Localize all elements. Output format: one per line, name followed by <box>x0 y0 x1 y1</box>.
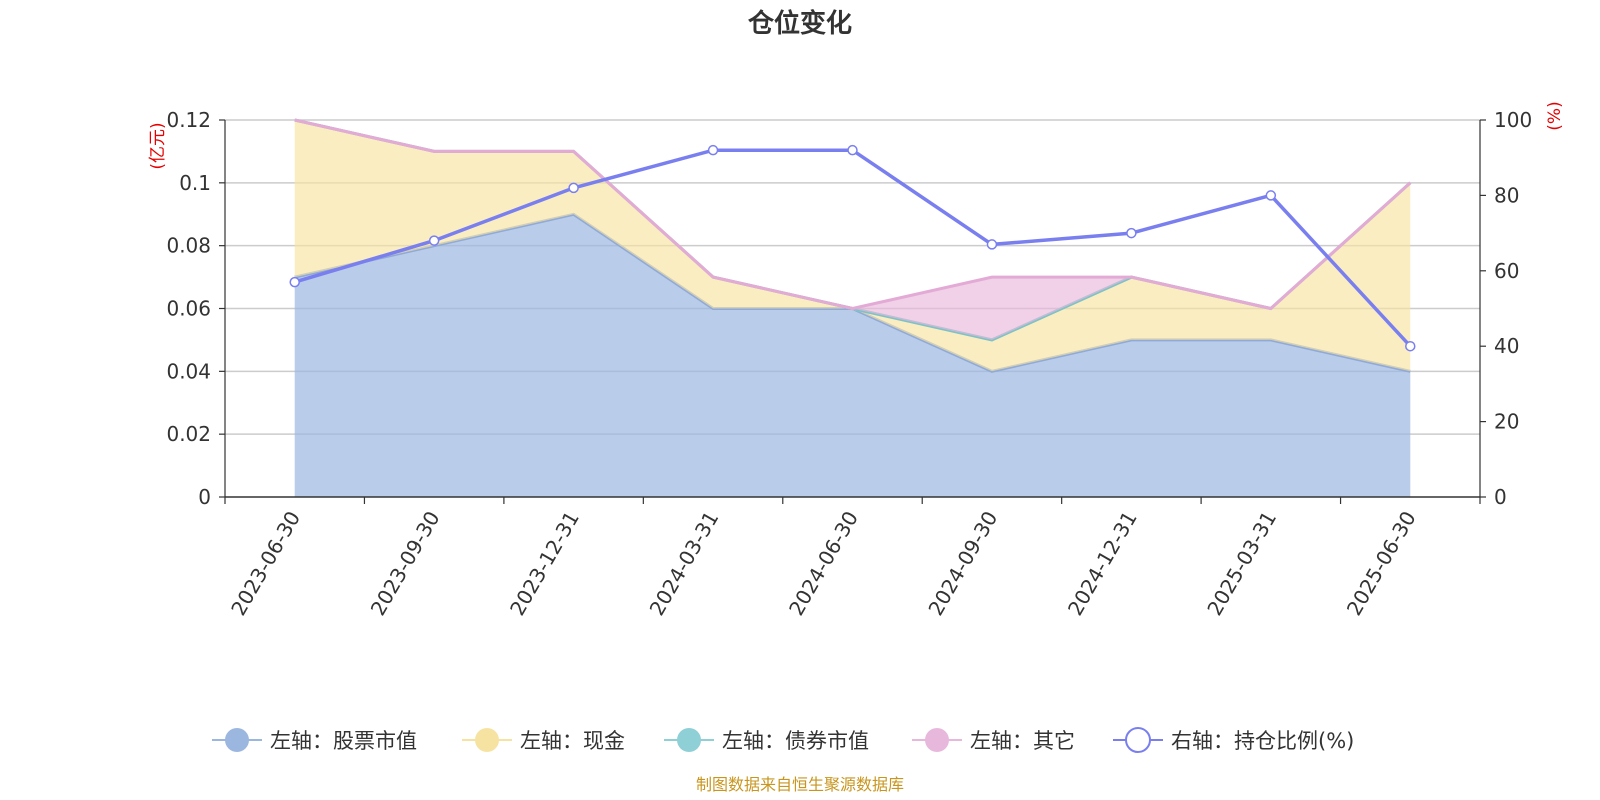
x-tick-label: 2025-03-31 <box>1202 507 1281 620</box>
left-axis-unit: (亿元) <box>148 122 168 169</box>
legend-label: 左轴：现金 <box>520 729 625 753</box>
legend-marker <box>225 728 249 752</box>
left-tick-label: 0.02 <box>166 422 211 446</box>
holding-ratio-point <box>986 239 998 250</box>
x-tick-label: 2024-03-31 <box>645 507 724 620</box>
chart-title: 仓位变化 <box>747 8 852 39</box>
legend-label: 右轴：持仓比例(%) <box>1171 729 1354 753</box>
x-tick-label: 2025-06-30 <box>1342 507 1421 620</box>
left-tick-label: 0.1 <box>179 171 211 195</box>
holding-ratio-point <box>568 182 579 194</box>
right-tick-label: 60 <box>1494 259 1519 283</box>
legend-marker <box>925 728 949 752</box>
source-note: 制图数据来自恒生聚源数据库 <box>696 775 904 794</box>
holding-ratio-point <box>707 144 719 156</box>
legend-label: 左轴：其它 <box>970 729 1075 753</box>
right-tick-label: 80 <box>1494 183 1519 207</box>
left-tick-label: 0.04 <box>166 359 211 383</box>
legend-item: 左轴：股票市值 <box>212 728 417 753</box>
legend: 左轴：股票市值 左轴：现金 左轴：债券市值 左轴：其它 右轴：持仓比例(%) <box>212 727 1354 753</box>
left-tick-label: 0 <box>198 485 211 509</box>
area-series <box>294 118 1412 498</box>
holding-ratio-point <box>428 235 440 246</box>
legend-label: 左轴：股票市值 <box>270 729 417 753</box>
legend-label: 左轴：债券市值 <box>722 729 869 753</box>
area-edge-line <box>294 118 1412 311</box>
left-tick-label: 0.12 <box>166 108 211 132</box>
x-tick-label: 2024-09-30 <box>923 507 1002 620</box>
legend-marker <box>1125 727 1151 753</box>
holding-ratio-point <box>1265 190 1277 201</box>
right-axis-unit: (%) <box>1545 101 1565 130</box>
legend-item: 左轴：债券市值 <box>664 728 869 753</box>
legend-item: 左轴：其它 <box>912 728 1075 753</box>
line-series <box>289 144 1416 352</box>
right-tick-label: 20 <box>1494 410 1519 434</box>
holding-ratio-point <box>847 144 858 156</box>
right-tick-label: 40 <box>1494 334 1519 358</box>
legend-item: 右轴：持仓比例(%) <box>1113 727 1354 753</box>
holding-ratio-point <box>1405 340 1416 352</box>
legend-marker <box>475 728 499 752</box>
x-tick-label: 2024-12-31 <box>1063 507 1142 620</box>
holding-ratio-point <box>1126 227 1137 239</box>
x-tick-label: 2023-09-30 <box>366 507 445 620</box>
x-tick-label: 2023-06-30 <box>226 507 305 620</box>
left-tick-label: 0.06 <box>166 297 211 321</box>
legend-marker <box>677 728 701 752</box>
right-tick-label: 0 <box>1494 485 1507 509</box>
right-tick-label: 100 <box>1494 108 1532 132</box>
x-tick-label: 2024-06-30 <box>784 507 863 620</box>
legend-item: 左轴：现金 <box>462 728 625 753</box>
area-fill <box>294 214 1411 498</box>
left-tick-label: 0.08 <box>166 234 211 258</box>
holding-ratio-point <box>289 276 300 288</box>
x-tick-label: 2023-12-31 <box>505 507 584 620</box>
